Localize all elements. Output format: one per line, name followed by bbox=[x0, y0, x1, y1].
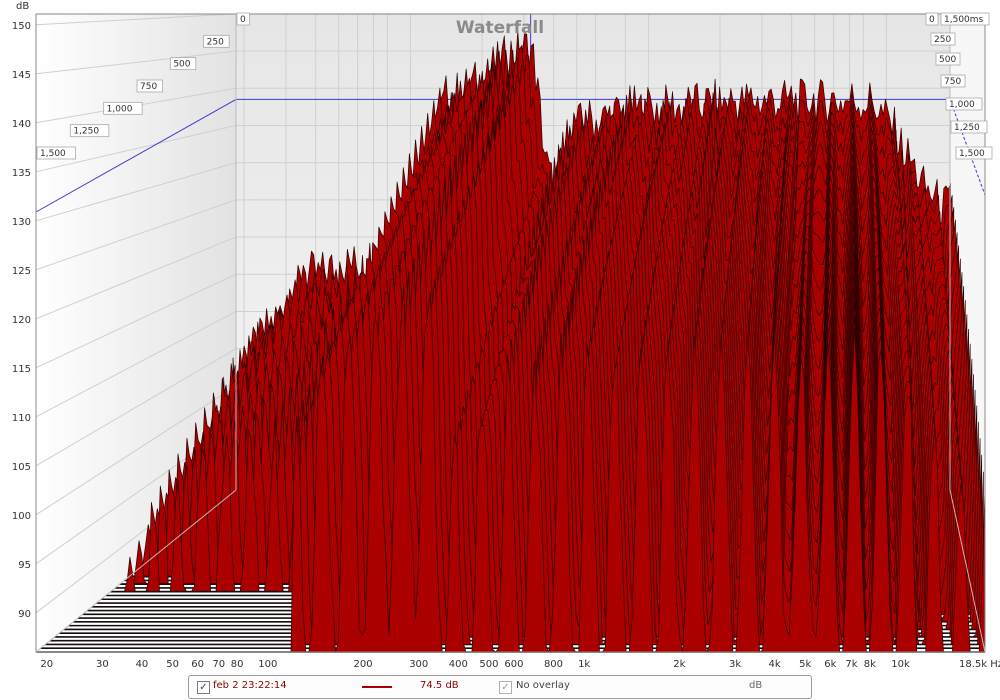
x-tick-label: 8k bbox=[864, 659, 876, 670]
series-checkbox[interactable]: ✓ bbox=[197, 681, 210, 694]
x-tick-label: 30 bbox=[96, 659, 109, 670]
time-tick-label-left: 750 bbox=[140, 82, 157, 92]
time-tick-label-left: 1,500 bbox=[40, 149, 66, 159]
y-tick-label: 110 bbox=[12, 413, 31, 424]
time-labels-right: 0 1,500ms 250 500 750 1,000 1,250 1,500 bbox=[925, 12, 993, 160]
time-tick-label-left: 500 bbox=[173, 60, 190, 70]
time-tick-label-right: 0 bbox=[929, 15, 935, 25]
x-tick-label: 500 bbox=[479, 659, 498, 670]
time-tick-label-right: 500 bbox=[939, 55, 956, 65]
x-tick-label: 7k bbox=[845, 659, 857, 670]
waterfall-chart: 150 145 140 135 130 125 120 115 110 105 100 95 90 20… bbox=[11, 1, 1000, 670]
x-tick-label: 4k bbox=[769, 659, 781, 670]
x-tick-label: 70 bbox=[212, 659, 225, 670]
y-tick-label: 150 bbox=[12, 21, 31, 32]
time-tick-label-right: 1,500 bbox=[959, 149, 985, 159]
overlay-checkbox[interactable]: ✓ bbox=[499, 681, 512, 694]
x-tick-label: 600 bbox=[504, 659, 523, 670]
x-tick-label: 10k bbox=[891, 659, 910, 670]
time-tick-label-right: 1,500ms bbox=[944, 15, 984, 25]
x-tick-label: 3k bbox=[729, 659, 741, 670]
x-tick-label: 50 bbox=[166, 659, 179, 670]
y-tick-label: 115 bbox=[12, 364, 31, 375]
x-tick-label: 80 bbox=[231, 659, 244, 670]
y-tick-label: 100 bbox=[12, 511, 31, 522]
time-labels-left: 0 250 500 750 1,000 1,250 1,500 bbox=[36, 12, 250, 160]
legend-unit: dB bbox=[749, 680, 763, 691]
x-tick-label: 800 bbox=[544, 659, 563, 670]
y-tick-label: 120 bbox=[12, 315, 31, 326]
y-axis-unit-label: dB bbox=[16, 1, 29, 12]
x-tick-label: 40 bbox=[136, 659, 149, 670]
x-tick-label: 400 bbox=[449, 659, 468, 670]
overlay-label: No overlay bbox=[516, 680, 570, 691]
time-tick-label-left: 250 bbox=[207, 37, 224, 47]
x-tick-label: 2k bbox=[673, 659, 685, 670]
y-tick-label: 90 bbox=[18, 609, 31, 620]
x-tick-label: 1k bbox=[578, 659, 590, 670]
time-tick-label-left: 1,000 bbox=[107, 104, 133, 114]
y-tick-label: 130 bbox=[12, 217, 31, 228]
x-tick-label: 6k bbox=[824, 659, 836, 670]
time-tick-label-right: 1,000 bbox=[949, 100, 975, 110]
waterfall-slices bbox=[35, 30, 986, 653]
y-tick-label: 140 bbox=[12, 119, 31, 130]
time-tick-label-left: 1,250 bbox=[73, 127, 99, 137]
legend-bar: ✓ feb 2 23:22:14 74.5 dB ✓ No overlay dB bbox=[188, 675, 812, 699]
time-tick-label-right: 750 bbox=[944, 77, 961, 87]
y-tick-label: 95 bbox=[18, 560, 31, 571]
x-tick-label: 100 bbox=[258, 659, 277, 670]
x-tick-label: 5k bbox=[799, 659, 811, 670]
time-tick-label-left: 0 bbox=[240, 15, 246, 25]
y-tick-label: 145 bbox=[12, 70, 31, 81]
series-name: feb 2 23:22:14 bbox=[213, 680, 287, 691]
y-tick-label: 105 bbox=[12, 462, 31, 473]
chart-title: Waterfall bbox=[456, 18, 544, 38]
x-tick-label: 60 bbox=[191, 659, 204, 670]
series-line-swatch bbox=[362, 686, 392, 688]
x-axis-unit-label: 18.5k Hz bbox=[959, 659, 1000, 670]
x-tick-label: 200 bbox=[353, 659, 372, 670]
x-axis-labels: 20 30 40 50 60 70 80 100 200 300 400 500 600 800 1k 2k 3… bbox=[40, 659, 910, 670]
y-axis-labels: 150 145 140 135 130 125 120 115 110 105 100 95 90 bbox=[12, 21, 31, 620]
series-value: 74.5 dB bbox=[420, 680, 459, 691]
x-tick-label: 20 bbox=[40, 659, 53, 670]
x-tick-label: 300 bbox=[409, 659, 428, 670]
time-tick-label-right: 250 bbox=[934, 35, 951, 45]
y-tick-label: 135 bbox=[12, 168, 31, 179]
time-tick-label-right: 1,250 bbox=[954, 123, 980, 133]
plot-frame bbox=[35, 13, 986, 653]
y-tick-label: 125 bbox=[12, 266, 31, 277]
